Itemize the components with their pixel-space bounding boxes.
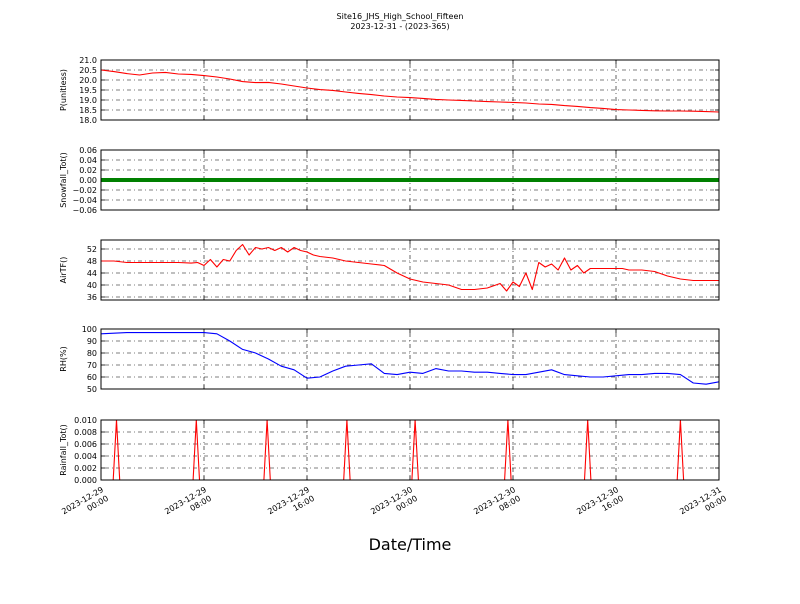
panel-1: 18.018.519.019.520.020.521.0 P(unitless) <box>59 56 720 125</box>
y-tick-label: 70 <box>87 361 97 370</box>
series-line <box>100 332 720 385</box>
y-tick-label: 0.002 <box>74 464 97 473</box>
panel-3: 36 40 44 48 52 AirTF() <box>59 239 720 302</box>
panel-frame <box>100 328 720 390</box>
panel-4: 50 60 70 80 90 100 RH(%) <box>59 325 720 394</box>
panel-frame <box>100 239 720 301</box>
panel-frame <box>100 149 720 211</box>
y-tick-label: 20.0 <box>79 76 97 85</box>
y-tick-label: 19.5 <box>79 86 97 95</box>
panel-frame <box>100 419 720 481</box>
y-tick-label: 0.00 <box>79 176 97 185</box>
y-tick-label: 40 <box>87 281 97 290</box>
y-tick-label: 0.000 <box>74 476 97 485</box>
y-tick-label: 20.5 <box>79 66 97 75</box>
y-tick-label: 19.0 <box>79 96 97 105</box>
y-tick-label: −0.02 <box>72 186 97 195</box>
y-tick-label: 36 <box>87 293 97 302</box>
y-axis-label: AirTF() <box>59 257 68 284</box>
y-tick-label: 0.006 <box>74 440 97 449</box>
y-tick-label: 0.008 <box>74 428 97 437</box>
y-tick-label: 90 <box>87 337 97 346</box>
y-tick-label: 21.0 <box>79 56 97 65</box>
y-tick-label: 52 <box>87 245 97 254</box>
y-tick-label: 0.010 <box>74 416 97 425</box>
y-tick-label: 60 <box>87 373 97 382</box>
y-tick-label: 44 <box>87 269 97 278</box>
series-line <box>101 243 719 292</box>
y-tick-label: −0.06 <box>72 206 97 215</box>
y-tick-label: 0.004 <box>74 452 97 461</box>
y-tick-label: 18.0 <box>79 116 97 125</box>
y-tick-label: 50 <box>87 385 97 394</box>
y-tick-label: −0.04 <box>72 196 97 205</box>
panel-2: −0.06−0.04−0.020.000.020.040.06 Snowfall_… <box>59 146 720 215</box>
figure-title: Site16_JHS_High_School_Fifteen <box>337 12 464 21</box>
panel-frame <box>100 59 720 121</box>
panel-5: 0.000 0.002 0.004 0.006 0.008 0.010 Rainfall_T… <box>59 416 720 485</box>
chart-panels: 18.018.519.019.520.020.521.0 P(unitless) −… <box>59 56 720 485</box>
y-axis-label: RH(%) <box>59 346 68 371</box>
y-tick-label: 18.5 <box>79 106 97 115</box>
y-tick-label: 0.06 <box>79 146 97 155</box>
figure-subtitle: 2023-12-31 - (2023-365) <box>350 22 449 31</box>
y-axis-label: Rainfall_Tot() <box>59 424 68 476</box>
y-tick-label: 0.02 <box>79 166 97 175</box>
x-axis-label: Date/Time <box>369 535 452 554</box>
y-tick-label: 80 <box>87 349 97 358</box>
y-tick-label: 48 <box>87 257 97 266</box>
y-axis-label: P(unitless) <box>59 69 68 111</box>
y-axis-label: Snowfall_Tot() <box>59 152 68 208</box>
series-line <box>100 69 720 113</box>
y-tick-label: 100 <box>82 325 97 334</box>
y-tick-label: 0.04 <box>79 156 97 165</box>
